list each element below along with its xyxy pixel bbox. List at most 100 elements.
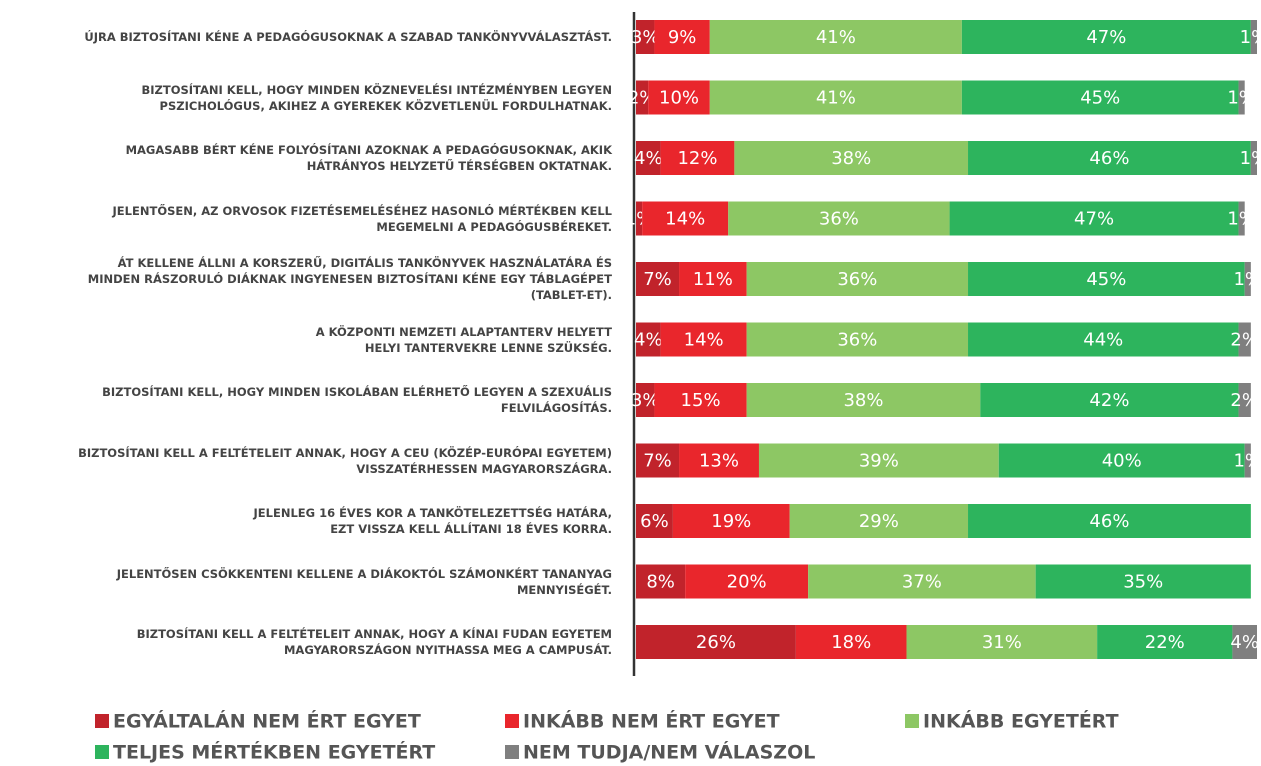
bar-segment — [1232, 625, 1257, 659]
bar-segment — [1250, 20, 1257, 54]
legend-label: EGYÁLTALÁN NEM ÉRT EGYET — [113, 710, 421, 733]
bar-segment — [1097, 625, 1233, 659]
value-label: 26% — [696, 632, 736, 653]
value-label: 42% — [1089, 390, 1129, 411]
bar-segment — [906, 625, 1098, 659]
value-label: 10% — [659, 88, 699, 109]
legend-label: NEM TUDJA/NEM VÁLASZOL — [523, 741, 815, 764]
value-label: 1% — [1227, 209, 1256, 230]
value-label: 8% — [646, 572, 675, 593]
bar-segment — [642, 201, 729, 236]
bar-segment — [636, 625, 796, 659]
value-label: 4% — [634, 330, 663, 351]
category-label: A KÖZPONTI NEMZETI ALAPTANTERV HELYETT H… — [315, 324, 612, 355]
value-label: 1% — [1227, 88, 1256, 109]
value-label: 41% — [816, 88, 856, 109]
bar-segment — [1035, 564, 1251, 599]
value-label: 11% — [693, 269, 733, 290]
value-label: 1% — [1233, 451, 1261, 472]
legend-swatch — [95, 745, 109, 759]
value-label: 15% — [681, 390, 721, 411]
bar-segment — [679, 443, 759, 478]
category-label: MAGASABB BÉRT KÉNE FOLYÓSÍTANI AZOKNAK A… — [125, 143, 612, 173]
value-label: 46% — [1089, 511, 1129, 532]
bar-segment — [709, 20, 962, 54]
value-label: 12% — [677, 148, 717, 169]
value-label: 38% — [843, 390, 883, 411]
bar-segment — [968, 504, 1251, 538]
bar-segment — [808, 564, 1036, 599]
bar-segment — [654, 383, 747, 417]
value-label: 1% — [1240, 148, 1261, 169]
value-label: 40% — [1102, 451, 1142, 472]
category-label: ÁT KELLENE ÁLLNI A KORSZERŰ, DIGITÁLIS T… — [87, 256, 612, 302]
value-label: 45% — [1080, 88, 1120, 109]
bar-segment — [636, 201, 643, 236]
bar-segment — [968, 141, 1251, 175]
bar-segment — [636, 383, 655, 417]
bar-segment — [1238, 383, 1251, 417]
bar-segment — [636, 262, 680, 296]
bar-segment — [1238, 80, 1245, 115]
bar-segment — [648, 80, 710, 115]
value-label: 29% — [859, 511, 899, 532]
bar-segment — [1244, 262, 1251, 296]
bar-segment — [1244, 443, 1251, 478]
value-label: 2% — [1230, 330, 1259, 351]
value-label: 4% — [1230, 632, 1259, 653]
bar-segment — [636, 322, 661, 357]
value-label: 1% — [1240, 27, 1261, 48]
value-label: 3% — [631, 390, 660, 411]
bar-segment — [1250, 141, 1257, 175]
bar-segment — [636, 504, 673, 538]
value-label: 22% — [1145, 632, 1185, 653]
value-label: 36% — [837, 330, 877, 351]
bar-segment — [709, 80, 962, 115]
value-label: 13% — [699, 451, 739, 472]
bar-segment — [949, 201, 1239, 236]
bar-segment — [746, 383, 981, 417]
bar-segment — [636, 564, 686, 599]
category-label: JELENTŐSEN CSÖKKENTENI KELLENE A DIÁKOKT… — [116, 566, 612, 597]
legend-label: INKÁBB NEM ÉRT EGYET — [523, 710, 780, 733]
bar-segment — [758, 443, 999, 478]
bar-segment — [746, 322, 969, 357]
bar-segment — [1238, 322, 1251, 357]
category-label: JELENTŐSEN, AZ ORVOSOK FIZETÉSEMELÉSÉHEZ… — [112, 203, 612, 234]
legend-label: TELJES MÉRTÉKBEN EGYETÉRT — [113, 741, 435, 764]
value-label: 36% — [819, 209, 859, 230]
value-label: 7% — [643, 451, 672, 472]
value-label: 9% — [668, 27, 697, 48]
value-label: 41% — [816, 27, 856, 48]
bar-segment — [961, 80, 1239, 115]
bar-segment — [1238, 201, 1245, 236]
value-label: 3% — [631, 27, 660, 48]
bar-segment — [636, 443, 680, 478]
legend-swatch — [95, 714, 109, 728]
legend-label: INKÁBB EGYETÉRT — [923, 710, 1119, 733]
legend-swatch — [505, 745, 519, 759]
category-label: JELENLEG 16 ÉVES KOR A TANKÖTELEZETTSÉG … — [253, 506, 613, 536]
value-label: 45% — [1086, 269, 1126, 290]
value-label: 7% — [643, 269, 672, 290]
category-label: BIZTOSÍTANI KELL A FELTÉTELEIT ANNAK, HO… — [78, 445, 612, 476]
value-label: 39% — [859, 451, 899, 472]
value-label: 37% — [902, 572, 942, 593]
bar-segment — [968, 262, 1245, 296]
legend-swatch — [905, 714, 919, 728]
value-label: 6% — [640, 511, 669, 532]
bar-segment — [998, 443, 1245, 478]
bar-segment — [636, 20, 655, 54]
value-label: 46% — [1089, 148, 1129, 169]
value-label: 14% — [684, 330, 724, 351]
bar-segment — [672, 504, 790, 538]
bar-segment — [746, 262, 969, 296]
value-label: 2% — [1230, 390, 1259, 411]
bar-segment — [961, 20, 1251, 54]
legend-swatch — [505, 714, 519, 728]
category-label: BIZTOSÍTANI KELL A FELTÉTELEIT ANNAK, HO… — [136, 627, 612, 657]
bar-segment — [968, 322, 1239, 357]
value-label: 19% — [711, 511, 751, 532]
